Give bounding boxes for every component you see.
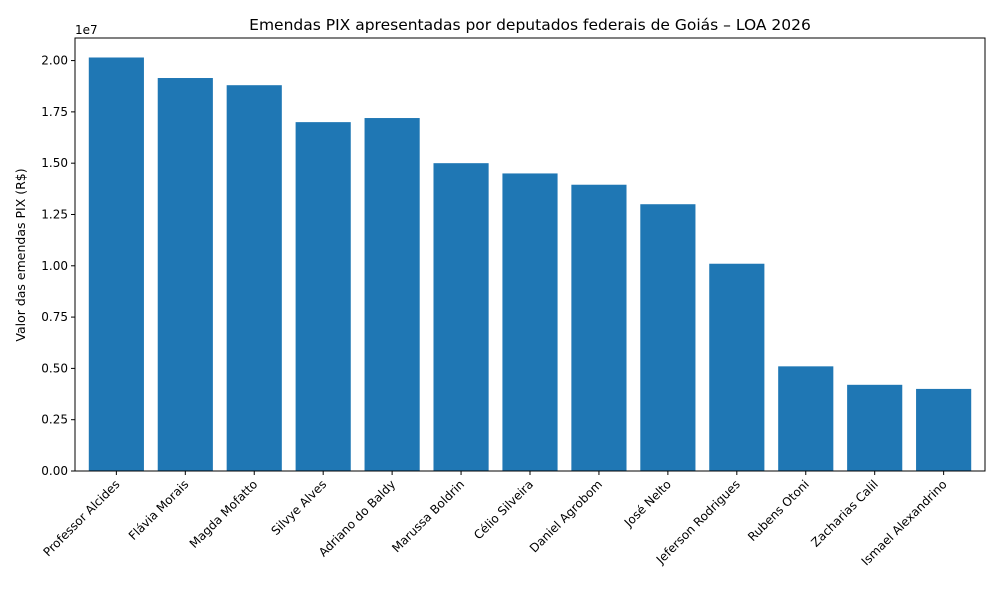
- bar-4: [364, 118, 420, 471]
- y-tick-label: 0.75: [41, 310, 68, 324]
- x-tick-label: Adriano do Baldy: [316, 477, 398, 559]
- bar-12: [916, 388, 972, 471]
- y-axis-offset-label: 1e7: [75, 23, 98, 37]
- bar-1: [157, 78, 213, 471]
- y-tick-label: 0.25: [41, 413, 68, 427]
- bar-9: [709, 263, 765, 471]
- y-tick-label: 0.50: [41, 361, 68, 375]
- x-tick-label: Magda Mofatto: [187, 477, 261, 551]
- x-tick-label: Professor Alcides: [40, 477, 122, 559]
- y-tick-label: 1.75: [41, 105, 68, 119]
- y-tick-label: 1.50: [41, 156, 68, 170]
- bar-2: [226, 85, 282, 472]
- x-tick-label: José Nelto: [621, 477, 674, 530]
- x-tick-label: Flávia Morais: [126, 477, 192, 543]
- x-tick-label: Rubens Otoni: [745, 477, 812, 544]
- bar-3: [295, 122, 351, 471]
- x-tick-label: Célio Silveira: [471, 477, 536, 542]
- y-tick-label: 2.00: [41, 54, 68, 68]
- y-tick-label: 1.00: [41, 259, 68, 273]
- bar-7: [571, 184, 627, 472]
- bar-0: [88, 57, 144, 471]
- bar-8: [640, 204, 696, 471]
- chart-title: Emendas PIX apresentadas por deputados f…: [249, 16, 811, 34]
- x-tick-label: Daniel Agrobom: [527, 477, 605, 555]
- axes-frame: [74, 37, 986, 472]
- y-axis-ticks: 0.00 0.25 0.50 0.75 1.00 1.25 1.50 1.75 2.00: [41, 54, 75, 478]
- y-tick-label: 0.00: [41, 464, 68, 478]
- bar-10: [778, 366, 834, 471]
- bars-group: [88, 57, 972, 472]
- x-tick-label: Silvye Alves: [269, 477, 330, 538]
- bar-11: [847, 384, 903, 471]
- bar-5: [433, 163, 489, 471]
- x-tick-label: Marussa Boldrin: [389, 477, 467, 555]
- y-tick-label: 1.25: [41, 207, 68, 221]
- bar-6: [502, 173, 558, 471]
- y-axis-label: Valor das emendas PIX (R$): [13, 168, 28, 341]
- x-tick-label: Zacharias Calil: [808, 477, 881, 550]
